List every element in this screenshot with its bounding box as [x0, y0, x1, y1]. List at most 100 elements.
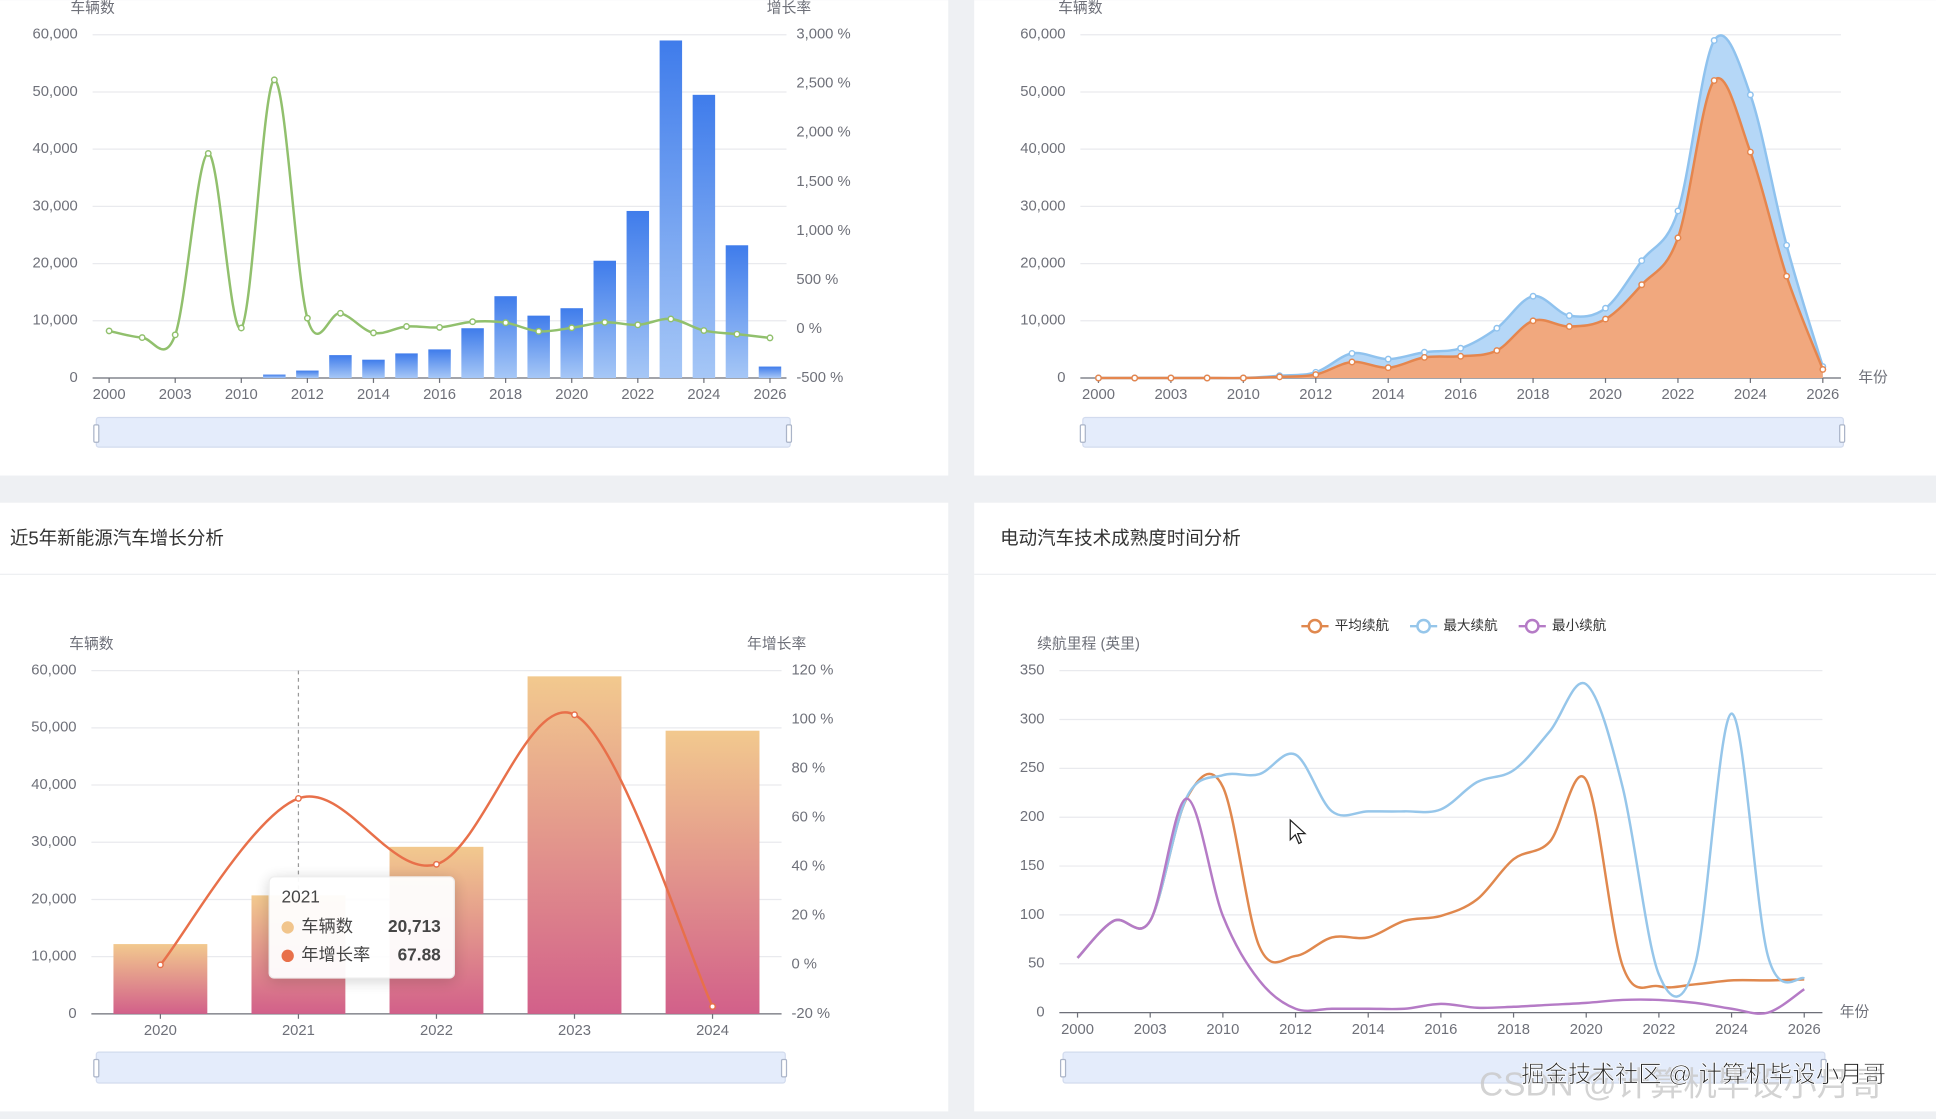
point: [733, 330, 741, 338]
slider-track[interactable]: [95, 1051, 786, 1084]
y-tick-label: 50,000: [33, 84, 78, 100]
bar: [461, 328, 484, 378]
point: [1674, 234, 1682, 242]
slider-handle[interactable]: [93, 1058, 100, 1078]
point: [204, 149, 212, 157]
bar: [494, 296, 517, 378]
point: [156, 961, 164, 969]
slider-track[interactable]: [95, 416, 791, 448]
point: [568, 324, 576, 332]
y-tick-label: 0: [1036, 1005, 1044, 1021]
point: [1783, 272, 1791, 280]
y-tick-label: 60,000: [1020, 27, 1065, 43]
point: [171, 331, 179, 339]
x-tick-label: 2003: [159, 387, 192, 403]
y-tick-label: 20,000: [1020, 255, 1065, 271]
point: [1203, 374, 1211, 382]
tooltip-value: 67.88: [398, 944, 442, 964]
y2-axis-name: 增长率: [767, 0, 812, 17]
slider-handle[interactable]: [93, 424, 100, 443]
y2-tick-label: 1,500 %: [796, 174, 850, 190]
x-tick-label: 2000: [1082, 387, 1115, 403]
point: [1602, 304, 1609, 312]
y-tick-label: 20,000: [31, 891, 76, 907]
line: [1076, 681, 1805, 998]
y-tick-label: 200: [1020, 809, 1045, 825]
x-tick-label: 2003: [1134, 1022, 1167, 1038]
slider-handle[interactable]: [1839, 424, 1846, 443]
y-tick-label: 30,000: [33, 198, 78, 214]
y-axis-name: 车辆数: [1058, 0, 1103, 17]
x-tick-label: 2024: [1734, 387, 1767, 403]
x-tick-label: 2024: [1715, 1022, 1748, 1038]
slider-handle[interactable]: [1820, 1058, 1827, 1078]
bar: [428, 349, 451, 378]
slider-handle[interactable]: [785, 424, 793, 443]
tooltip-label: 车辆数: [301, 916, 353, 936]
data-zoom-slider[interactable]: [93, 1051, 788, 1084]
point: [1239, 374, 1247, 382]
point: [1602, 315, 1609, 323]
bar: [263, 374, 286, 378]
x-tick-label: 2018: [1517, 387, 1550, 403]
y-tick-label: 100: [1020, 907, 1045, 923]
y-tick-label: 30,000: [1020, 198, 1065, 214]
y-tick-label: 250: [1020, 760, 1045, 776]
point: [1167, 374, 1175, 382]
mouse-cursor: [1289, 818, 1307, 845]
point: [1819, 365, 1827, 373]
x-tick-label: 2022: [420, 1023, 453, 1039]
y-tick-label: 0: [68, 1006, 76, 1022]
point: [700, 327, 708, 334]
x-tick-label: 2000: [93, 387, 126, 403]
x-tick-label: 2022: [1661, 387, 1694, 403]
point: [294, 794, 302, 802]
y-tick-label: 20,000: [33, 255, 78, 271]
y2-tick-label: 120 %: [791, 663, 833, 679]
line: [1076, 797, 1805, 1015]
panel: [0, 0, 949, 476]
data-zoom-slider[interactable]: [1059, 1051, 1827, 1084]
y-tick-label: 30,000: [31, 834, 76, 850]
y-tick-label: 50,000: [1020, 84, 1065, 100]
y-tick-label: 150: [1020, 858, 1045, 874]
point: [1493, 324, 1501, 332]
data-zoom-slider[interactable]: [1079, 416, 1846, 448]
y-tick-label: 60,000: [31, 663, 76, 679]
x-tick-label: 2022: [1642, 1022, 1675, 1038]
point: [1420, 353, 1428, 361]
y-axis-name: 车辆数: [70, 0, 115, 17]
slider-handle[interactable]: [780, 1058, 788, 1078]
slider-track[interactable]: [1082, 416, 1845, 448]
y2-tick-label: 2,500 %: [796, 76, 850, 92]
slider-handle[interactable]: [1059, 1058, 1067, 1078]
y-tick-label: 40,000: [33, 141, 78, 157]
point: [709, 1003, 716, 1010]
y2-tick-label: 2,000 %: [796, 125, 850, 141]
point: [634, 321, 642, 329]
y2-tick-label: 0 %: [796, 321, 822, 337]
point: [1529, 292, 1537, 300]
bar: [758, 366, 782, 378]
point: [1710, 37, 1718, 44]
x-tick-label: 2014: [1372, 387, 1405, 403]
bar: [626, 210, 650, 378]
x-tick-label: 2020: [555, 387, 588, 403]
point: [766, 334, 774, 342]
point: [1348, 349, 1356, 357]
y-tick-label: 50,000: [31, 720, 76, 736]
point: [1529, 317, 1537, 325]
tooltip-label: 年增长率: [301, 944, 370, 964]
x-tick-label: 2023: [558, 1023, 591, 1039]
y-tick-label: 60,000: [33, 27, 78, 43]
point: [1276, 373, 1284, 381]
x-tick-label: 2020: [1589, 387, 1622, 403]
point: [1783, 241, 1791, 249]
slider-handle[interactable]: [1079, 424, 1086, 443]
x-tick-label: 2010: [1206, 1022, 1239, 1038]
bar: [527, 315, 550, 378]
point: [436, 323, 444, 331]
y-axis-name: 车辆数: [69, 636, 114, 653]
data-zoom-slider[interactable]: [93, 416, 793, 448]
